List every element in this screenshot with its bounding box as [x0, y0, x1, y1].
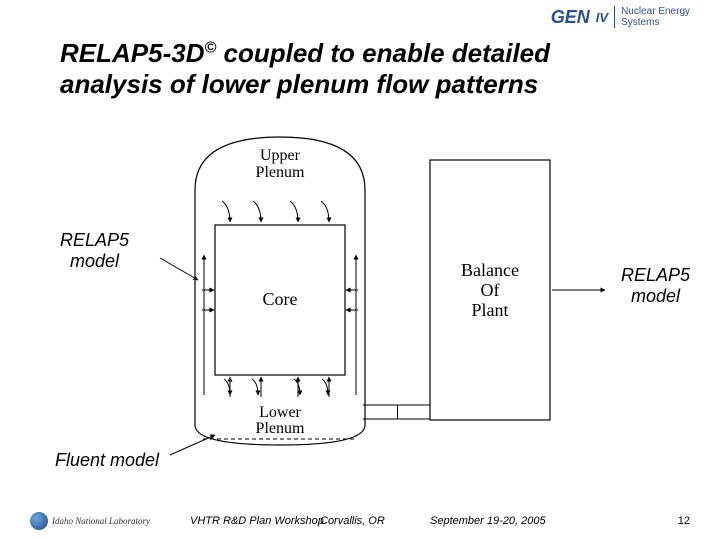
svg-text:Of: Of — [481, 280, 500, 300]
svg-text:Balance: Balance — [461, 260, 519, 280]
footer-date: September 19-20, 2005 — [430, 515, 546, 527]
footer-workshop: VHTR R&D Plan Workshop — [190, 515, 324, 527]
footer-location: Corvallis, OR — [320, 515, 385, 527]
footer: Idaho National Laboratory VHTR R&D Plan … — [0, 512, 720, 530]
svg-text:Plenum: Plenum — [256, 164, 305, 181]
svg-text:Lower: Lower — [259, 404, 301, 421]
inl-logo-ball — [30, 512, 48, 530]
svg-text:Plant: Plant — [471, 300, 508, 320]
svg-text:Core: Core — [263, 289, 298, 309]
inl-logo: Idaho National Laboratory — [30, 512, 150, 530]
diagram: CoreUpperPlenumLowerPlenumBalanceOfPlant — [0, 0, 720, 540]
footer-page: 12 — [678, 515, 690, 527]
inl-logo-text: Idaho National Laboratory — [52, 516, 150, 526]
svg-text:Plenum: Plenum — [256, 420, 305, 437]
svg-text:Upper: Upper — [260, 147, 301, 164]
